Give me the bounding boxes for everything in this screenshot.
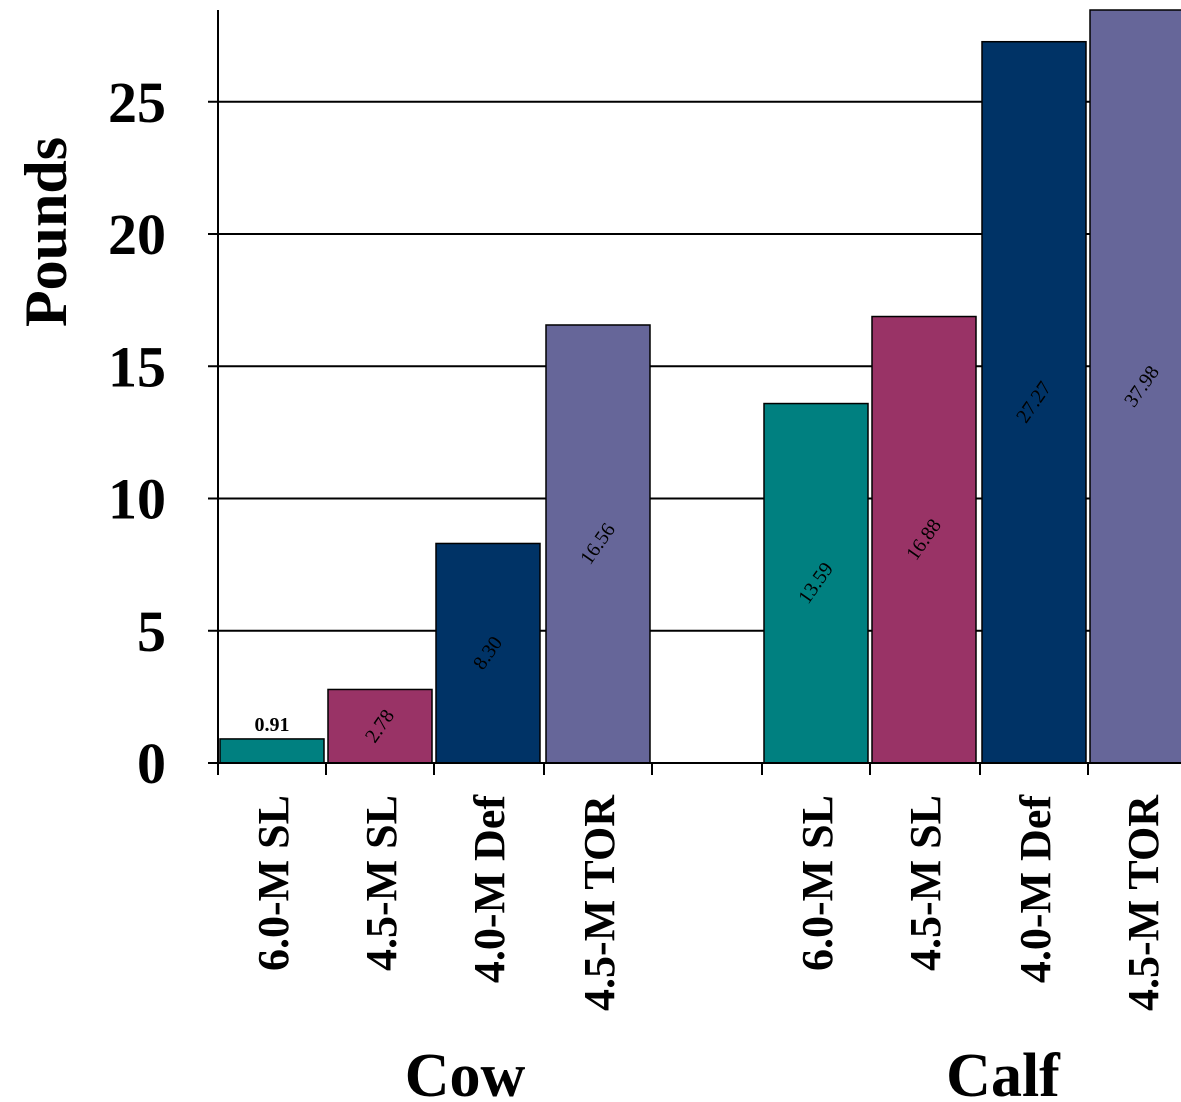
group-label-cow: Cow	[405, 1042, 526, 1102]
category-label-calf-2: 4.5-M SL	[901, 795, 950, 971]
bar-calf-3	[981, 40, 1087, 764]
bar-cow-3	[435, 542, 541, 764]
category-label-cow-2: 4.5-M SL	[357, 795, 406, 971]
y-axis-title: Pounds	[13, 137, 79, 327]
category-label-calf-3: 4.0-M Def	[1011, 794, 1060, 983]
y-tick-labels: 0 5 10 15 20 25	[108, 70, 166, 796]
category-label-calf-4: 4.5-M TOR	[1119, 794, 1168, 1011]
category-label-cow-1: 6.0-M SL	[249, 795, 298, 971]
bar-calf-2	[871, 315, 977, 764]
bar-calf-1	[763, 402, 869, 764]
data-label-cow-1: 0.91	[255, 714, 290, 736]
category-label-calf-1: 6.0-M SL	[793, 795, 842, 971]
y-tick-label-5: 5	[137, 599, 166, 664]
y-tick-label-25: 25	[108, 70, 166, 135]
category-labels: 6.0-M SL 4.5-M SL 4.0-M Def 4.5-M TOR Cow 6.0…	[249, 794, 1168, 1102]
category-label-cow-3: 4.0-M Def	[465, 794, 514, 983]
axes	[208, 10, 1181, 775]
y-tick-label-10: 10	[108, 467, 166, 532]
y-tick-label-15: 15	[108, 334, 166, 399]
category-label-cow-4: 4.5-M TOR	[575, 794, 624, 1011]
bar-calf-4	[1089, 9, 1181, 764]
y-tick-label-20: 20	[108, 202, 166, 267]
y-tick-label-0: 0	[137, 731, 166, 796]
bar-cow-4	[545, 324, 651, 764]
group-label-calf: Calf	[946, 1042, 1061, 1102]
bars	[219, 9, 1181, 764]
bar-cow-1	[219, 738, 325, 764]
